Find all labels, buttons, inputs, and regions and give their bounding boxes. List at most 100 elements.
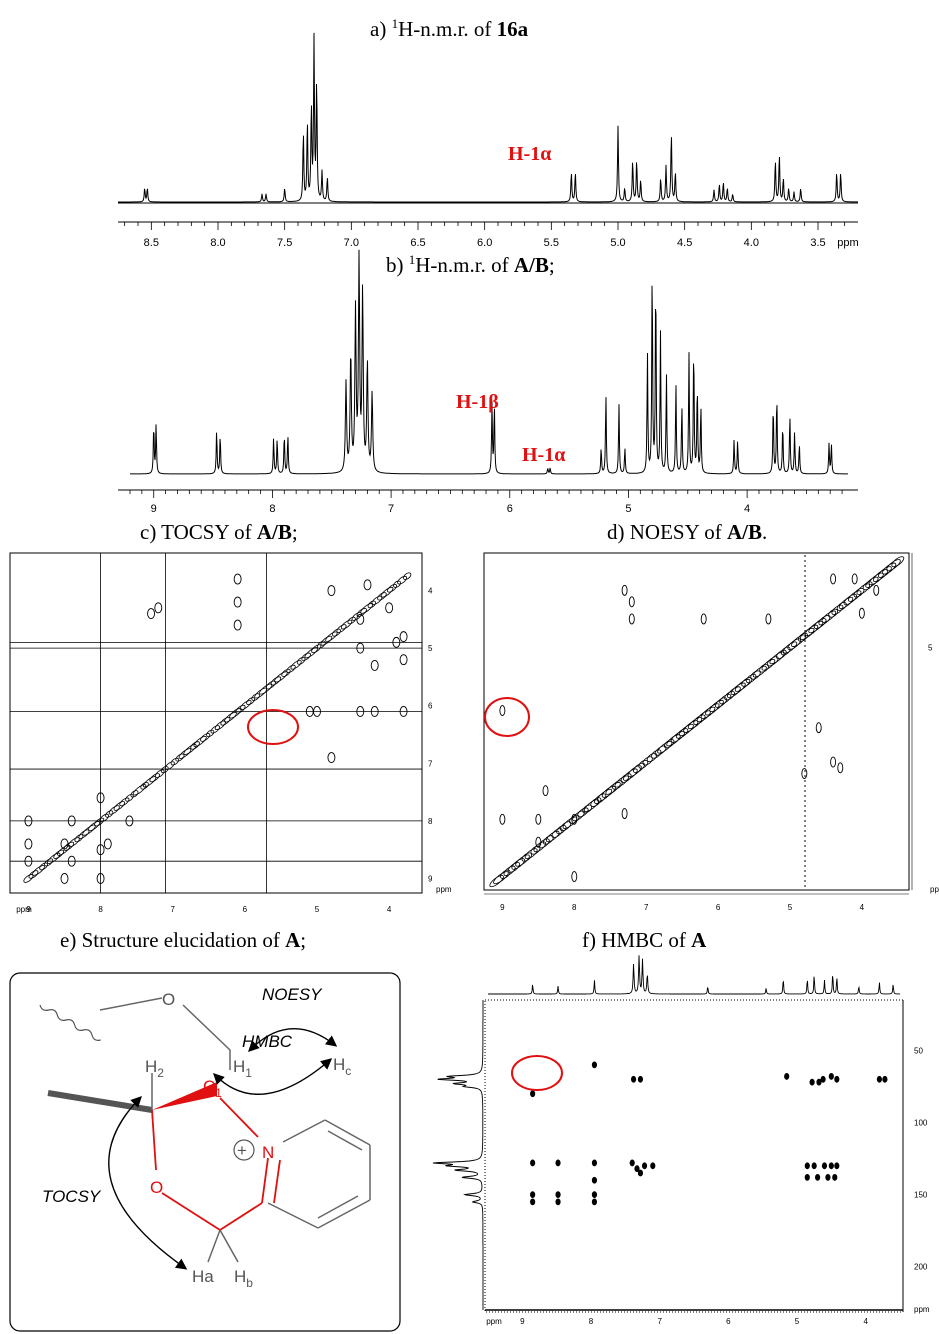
hmbc-y-tick-label: 50 <box>914 1046 923 1055</box>
hmbc-x-tick-label: 8 <box>589 1317 594 1326</box>
noesy-diagonal-peak <box>510 857 526 871</box>
axis-a-tick-label: 4.5 <box>677 237 692 249</box>
tocsy-unit-y: ppm <box>436 885 452 894</box>
noesy-diagonal-peak <box>601 785 617 800</box>
tocsy-cross-peak <box>148 609 155 619</box>
hmbc-cross-peak <box>805 1163 809 1169</box>
tocsy-x-tick-label: 8 <box>98 905 103 914</box>
hmbc-x-tick-label: 4 <box>863 1317 868 1326</box>
tocsy-diagonal-peak <box>340 619 353 631</box>
noesy-diagonal-peak <box>488 874 505 889</box>
label-h1alpha-a: H-1α <box>508 143 551 165</box>
tocsy-diagonal-peak <box>23 873 35 884</box>
tocsy-x-tick-label: 5 <box>315 905 320 914</box>
tocsy-x-tick-label: 4 <box>387 905 392 914</box>
atom-ha: Ha <box>192 1267 214 1286</box>
noesy-diagonal-peak <box>704 702 721 717</box>
tocsy-diagonal-peak <box>43 857 54 867</box>
tocsy-diagonal-peak <box>183 743 198 756</box>
tocsy-plot: 9 8 7 6 5 4456789ppmppm <box>10 553 452 914</box>
noesy-diagonal-peak <box>843 592 859 606</box>
hmbc-cross-peak <box>815 1174 819 1180</box>
noesy-cross-peak <box>701 614 706 624</box>
noesy-cross-peak <box>816 723 821 733</box>
noesy-plot: 9876545ppm <box>484 553 939 912</box>
hmbc-cross-peak <box>556 1199 560 1205</box>
tocsy-cross-peak <box>371 660 378 670</box>
spectrum-a: 8.5 8.0 7.5 7.0 6.5 6.0 5.5 5.0 4.5 4.0 3.5 ppm H-1… <box>118 33 859 249</box>
noesy-cross-peak <box>622 809 627 819</box>
noesy-cross-peak <box>543 786 548 796</box>
axis-b-tick-label: 8 <box>269 503 275 515</box>
tocsy-cross-peak <box>386 603 393 613</box>
hmbc-cross-peak <box>556 1160 560 1166</box>
noesy-diagonal-peak <box>877 565 893 579</box>
noesy-diagonal-peak <box>734 677 752 693</box>
axis-b-tick-label: 6 <box>507 503 513 515</box>
atom-n: N <box>262 1143 274 1162</box>
noesy-diagonal-peak <box>700 705 717 720</box>
noesy-cross-peak <box>629 614 634 624</box>
noesy-cross-peak <box>874 585 879 595</box>
hmbc-y-tick-label: 150 <box>914 1191 928 1200</box>
tocsy-y-tick-label: 7 <box>428 759 433 768</box>
hmbc-cross-peak <box>630 1160 634 1166</box>
noesy-diagonal-peak <box>708 698 725 713</box>
label-h1beta-b: H-1β <box>456 391 499 413</box>
label-tocsy: TOCSY <box>42 1187 102 1206</box>
tocsy-cross-peak <box>234 574 241 584</box>
tocsy-cross-peak <box>328 753 335 763</box>
atom-o-ring: O <box>150 1178 163 1197</box>
noesy-diagonal-peak <box>760 658 776 672</box>
hmbc-cross-peak <box>651 1163 655 1169</box>
noesy-diagonal-peak <box>596 787 614 803</box>
noesy-y-tick-label: 5 <box>928 644 933 653</box>
axis-b-tick-label: 5 <box>625 503 631 515</box>
noesy-diagonal-peak <box>786 637 802 651</box>
tocsy-diagonal-peak <box>130 789 140 798</box>
arrow-tocsy <box>109 1098 185 1268</box>
tocsy-diagonal-peak <box>193 735 208 748</box>
tocsy-cross-peak <box>25 839 32 849</box>
noesy-cross-peak <box>629 597 634 607</box>
hmbc-cross-peak <box>835 1163 839 1169</box>
noesy-cross-peak <box>622 585 627 595</box>
tocsy-y-tick-label: 8 <box>428 817 433 826</box>
hmbc-cross-peak <box>817 1079 821 1085</box>
noesy-diagonal-peak <box>807 619 824 634</box>
noesy-cross-peak <box>500 814 505 824</box>
axis-a-tick-label: 6.5 <box>410 237 425 249</box>
hmbc-cross-peak <box>833 1174 837 1180</box>
noesy-unit: ppm <box>930 885 939 894</box>
axis-a-tick-label: 5.5 <box>544 237 559 249</box>
noesy-cross-peak <box>852 574 857 584</box>
hmbc-cross-peak <box>822 1163 826 1169</box>
atom-hc: Hc <box>333 1055 351 1078</box>
structure-diagram: O H2 H1 C1 Hc N + O Ha Hb NOESY HMBC TOC… <box>10 973 400 1331</box>
hmbc-cross-peak <box>592 1062 596 1068</box>
noesy-diagonal-peak <box>687 716 704 731</box>
hmbc-cross-peak <box>883 1076 887 1082</box>
hmbc-x-tick-label: 9 <box>520 1317 525 1326</box>
axis-b-tick-label: 4 <box>744 503 750 515</box>
tocsy-cross-peak <box>328 586 335 596</box>
hmbc-cross-peak <box>556 1192 560 1198</box>
hmbc-x-tick-label: 6 <box>726 1317 731 1326</box>
noesy-x-tick-label: 8 <box>572 903 577 912</box>
hmbc-cross-peak <box>829 1163 833 1169</box>
label-noesy: NOESY <box>262 985 323 1004</box>
hmbc-cross-peak <box>530 1199 534 1205</box>
hmbc-cross-peak <box>592 1160 596 1166</box>
axis-b-tick-label: 9 <box>151 503 157 515</box>
hmbc-cross-peak <box>638 1170 642 1176</box>
atom-h2: H2 <box>145 1057 164 1080</box>
noesy-cross-peak <box>536 814 541 824</box>
hmbc-cross-peak <box>821 1076 825 1082</box>
noesy-cross-peak <box>831 757 836 767</box>
highlight-circle-noesy <box>485 698 529 736</box>
hmbc-y-tick-label: 100 <box>914 1119 928 1128</box>
tocsy-x-tick-label: 7 <box>170 905 175 914</box>
tocsy-y-tick-label: 9 <box>428 874 433 883</box>
highlight-circle-hmbc <box>512 1056 562 1090</box>
axis-a-tick-label: 8.5 <box>144 237 159 249</box>
